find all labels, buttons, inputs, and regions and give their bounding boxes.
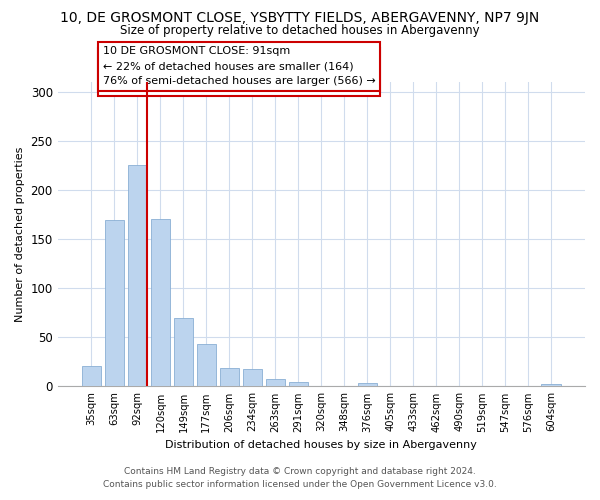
- Bar: [128, 164, 147, 386]
- Text: 10 DE GROSMONT CLOSE: 91sqm
← 22% of detached houses are smaller (164)
76% of se: 10 DE GROSMONT CLOSE: 91sqm ← 22% of det…: [103, 46, 376, 86]
- Bar: [220, 368, 239, 386]
- Bar: [242, 369, 262, 386]
- Bar: [541, 384, 561, 386]
- Text: 10 DE GROSMONT CLOSE: 91sqm
← 22% of detached houses are smaller (164)
76% of se: 10 DE GROSMONT CLOSE: 91sqm ← 22% of det…: [103, 52, 376, 92]
- Text: Contains HM Land Registry data © Crown copyright and database right 2024.
Contai: Contains HM Land Registry data © Crown c…: [103, 468, 497, 489]
- Text: Size of property relative to detached houses in Abergavenny: Size of property relative to detached ho…: [120, 24, 480, 37]
- X-axis label: Distribution of detached houses by size in Abergavenny: Distribution of detached houses by size …: [166, 440, 477, 450]
- Bar: [104, 220, 124, 386]
- Text: 10, DE GROSMONT CLOSE, YSBYTTY FIELDS, ABERGAVENNY, NP7 9JN: 10, DE GROSMONT CLOSE, YSBYTTY FIELDS, A…: [61, 11, 539, 25]
- Bar: [358, 384, 377, 386]
- Bar: [197, 344, 216, 387]
- Bar: [151, 218, 170, 386]
- Bar: [173, 318, 193, 386]
- Bar: [289, 382, 308, 386]
- Y-axis label: Number of detached properties: Number of detached properties: [15, 146, 25, 322]
- Bar: [82, 366, 101, 386]
- Bar: [266, 378, 285, 386]
